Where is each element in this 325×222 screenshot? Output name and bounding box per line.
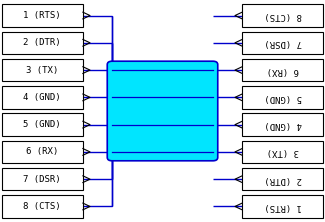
Bar (242, 4, 323, 27)
Bar (2, 195, 83, 218)
Text: 4 (GND): 4 (GND) (23, 93, 61, 102)
Bar (242, 113, 323, 136)
Text: 5 (GND): 5 (GND) (23, 120, 61, 129)
Bar (2, 86, 83, 109)
Text: 6 (RX): 6 (RX) (266, 65, 299, 75)
Bar (2, 141, 83, 163)
Bar (2, 59, 83, 81)
Bar (242, 195, 323, 218)
Text: 7 (DSR): 7 (DSR) (23, 175, 61, 184)
Bar (242, 59, 323, 81)
Bar (242, 168, 323, 190)
Text: 6 (RX): 6 (RX) (26, 147, 58, 157)
Bar (2, 32, 83, 54)
Text: 3 (TX): 3 (TX) (266, 147, 299, 157)
Text: 2 (DTR): 2 (DTR) (264, 175, 302, 184)
FancyBboxPatch shape (107, 61, 218, 161)
Text: 1 (RTS): 1 (RTS) (23, 11, 61, 20)
Text: 5 (GND): 5 (GND) (264, 93, 302, 102)
Text: 8 (CTS): 8 (CTS) (264, 11, 302, 20)
Bar (2, 4, 83, 27)
Text: 1 (RTS): 1 (RTS) (264, 202, 302, 211)
Text: 7 (DSR): 7 (DSR) (264, 38, 302, 47)
Text: 8 (CTS): 8 (CTS) (23, 202, 61, 211)
Text: 3 (TX): 3 (TX) (26, 65, 58, 75)
Text: 4 (GND): 4 (GND) (264, 120, 302, 129)
Bar (242, 141, 323, 163)
Bar (242, 32, 323, 54)
Bar (242, 86, 323, 109)
Bar (2, 113, 83, 136)
Bar (2, 168, 83, 190)
Text: 2 (DTR): 2 (DTR) (23, 38, 61, 47)
